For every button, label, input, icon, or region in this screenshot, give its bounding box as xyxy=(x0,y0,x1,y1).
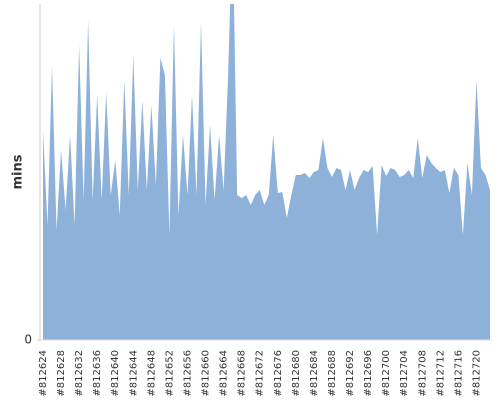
x-tick-label: #812704 xyxy=(399,350,410,397)
x-tick-label: #812696 xyxy=(363,350,374,397)
area xyxy=(43,4,490,340)
x-tick-label: #812640 xyxy=(110,350,121,397)
x-tick-label: #812692 xyxy=(345,350,356,397)
x-tick-label: #812684 xyxy=(309,350,320,397)
x-tick-label: #812648 xyxy=(146,350,157,397)
x-tick-label: #812644 xyxy=(128,350,139,397)
x-tick-label: #812700 xyxy=(381,350,392,397)
x-tick-label: #812656 xyxy=(182,350,193,397)
x-tick-label: #812628 xyxy=(56,350,67,397)
x-tick-label: #812660 xyxy=(201,350,212,397)
x-tick-label: #812688 xyxy=(327,350,338,397)
y-tick-label: 0 xyxy=(24,333,32,347)
x-tick-label: #812652 xyxy=(164,350,175,397)
x-tick-label: #812680 xyxy=(291,350,302,397)
x-tick-label: #812712 xyxy=(435,350,446,397)
x-tick-label: #812636 xyxy=(92,350,103,397)
x-tick-label: #812664 xyxy=(219,350,230,397)
x-tick-label: #812720 xyxy=(471,350,482,397)
x-tick-label: #812708 xyxy=(417,350,428,397)
x-tick-label: #812668 xyxy=(237,350,248,397)
x-tick-label: #812672 xyxy=(255,350,266,397)
x-tick-label: #812632 xyxy=(74,350,85,397)
x-tick-label: #812716 xyxy=(453,350,464,397)
x-tick-label: #812624 xyxy=(38,350,49,397)
y-axis-label: mins xyxy=(11,154,26,189)
x-tick-label: #812676 xyxy=(273,350,284,397)
